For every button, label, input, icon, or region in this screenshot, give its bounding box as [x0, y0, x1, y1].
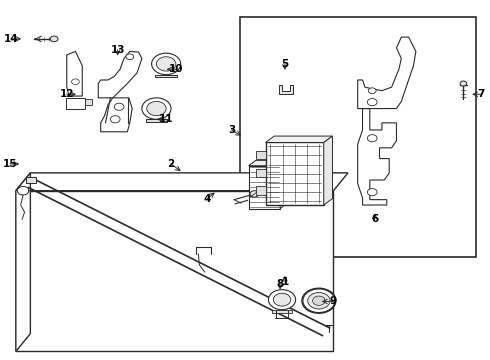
Polygon shape: [100, 98, 132, 132]
Polygon shape: [67, 51, 82, 96]
Polygon shape: [266, 136, 333, 143]
Circle shape: [110, 116, 120, 123]
Polygon shape: [16, 173, 348, 191]
Text: 6: 6: [371, 214, 378, 224]
Circle shape: [114, 103, 124, 111]
Circle shape: [368, 135, 377, 142]
Bar: [256, 151, 266, 159]
Text: 10: 10: [169, 64, 183, 74]
Circle shape: [147, 102, 166, 116]
Bar: [256, 186, 266, 195]
Text: 3: 3: [228, 125, 235, 135]
Text: 13: 13: [110, 45, 125, 55]
Circle shape: [72, 79, 79, 85]
Polygon shape: [98, 51, 142, 98]
Text: 8: 8: [276, 279, 284, 289]
Circle shape: [126, 54, 134, 60]
Text: 4: 4: [204, 194, 211, 203]
Circle shape: [368, 88, 376, 94]
Bar: [266, 143, 324, 205]
Polygon shape: [358, 37, 416, 109]
Bar: [66, 98, 85, 109]
Circle shape: [303, 289, 335, 312]
Bar: [85, 99, 93, 105]
Circle shape: [368, 189, 377, 196]
Text: 5: 5: [281, 59, 289, 69]
Circle shape: [142, 98, 171, 119]
Polygon shape: [146, 119, 167, 122]
Text: 11: 11: [159, 114, 173, 124]
Circle shape: [250, 191, 259, 197]
Polygon shape: [16, 191, 333, 351]
Text: 12: 12: [59, 89, 74, 99]
Polygon shape: [279, 85, 293, 94]
Polygon shape: [248, 160, 287, 166]
Bar: [240, 18, 476, 257]
Circle shape: [460, 81, 467, 86]
Circle shape: [368, 99, 377, 106]
Circle shape: [269, 290, 295, 310]
Circle shape: [50, 36, 58, 42]
Text: 15: 15: [3, 159, 17, 169]
Polygon shape: [324, 136, 333, 205]
Polygon shape: [16, 173, 30, 351]
Bar: [248, 166, 280, 208]
Circle shape: [313, 296, 325, 305]
Text: 9: 9: [330, 296, 337, 306]
Text: 1: 1: [281, 277, 289, 287]
Text: 2: 2: [168, 159, 174, 169]
Bar: [25, 177, 36, 183]
Bar: [256, 168, 266, 177]
Circle shape: [156, 57, 176, 71]
Polygon shape: [280, 160, 287, 208]
Circle shape: [151, 53, 181, 75]
Polygon shape: [358, 109, 396, 205]
Circle shape: [273, 293, 291, 306]
Text: 14: 14: [3, 34, 18, 44]
Circle shape: [308, 293, 330, 309]
Text: 7: 7: [478, 89, 485, 99]
Polygon shape: [155, 75, 177, 77]
Polygon shape: [272, 310, 292, 312]
